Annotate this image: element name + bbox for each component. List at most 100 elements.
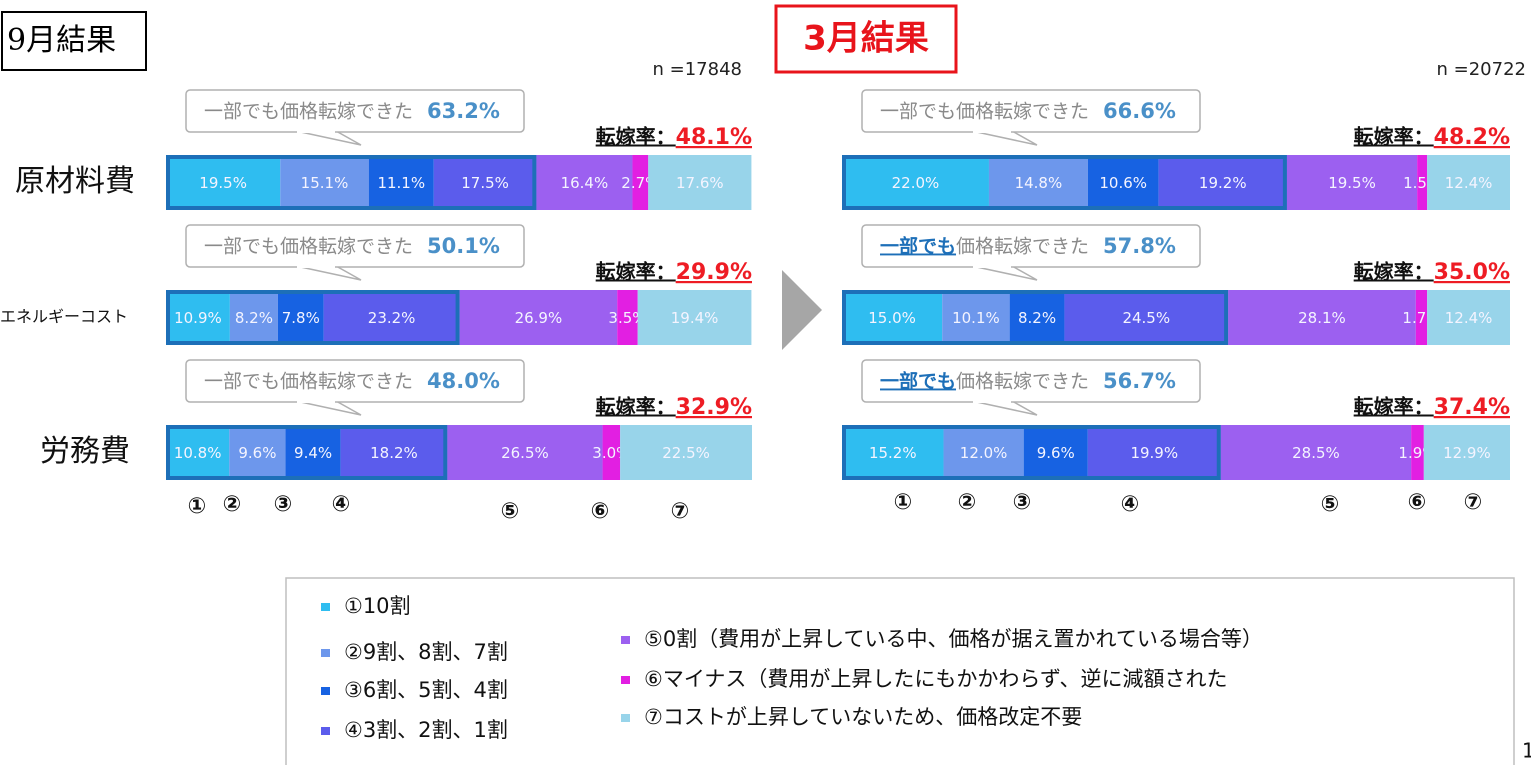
share-label: 48.0% (427, 369, 500, 393)
bar-segment (1411, 425, 1424, 480)
bar-segment (842, 155, 989, 210)
callout-text: 価格転嫁できた (956, 236, 1089, 258)
bar-segment (637, 290, 752, 345)
bar-segment (277, 290, 324, 345)
rate-value: 32.9% (676, 395, 752, 420)
share-label: 56.7% (1103, 369, 1176, 393)
bar-segment (368, 155, 434, 210)
value-label: 23.2% (368, 309, 416, 327)
column-label: ⑦ (671, 499, 690, 524)
callout-text: 一部でも (204, 236, 280, 258)
bar-segment (1427, 290, 1510, 345)
rate-label: 転嫁率： (596, 260, 676, 284)
share-outline (166, 425, 448, 480)
callout-tail (971, 265, 1038, 281)
value-label: 9.6% (238, 444, 276, 462)
share-outline (842, 290, 1229, 345)
column-label: ① (894, 490, 913, 515)
value-label: 22.0% (892, 174, 940, 192)
column-label: ④ (1121, 492, 1140, 517)
value-label: 26.9% (515, 309, 563, 327)
legend-label: ⑥マイナス（費用が上昇したにもかかわらず、逆に減額された (644, 667, 1228, 691)
column-label: ⑥ (1408, 490, 1427, 515)
value-label: 12.4% (1445, 174, 1493, 192)
callout-box (185, 224, 525, 268)
bar-segment (1087, 155, 1159, 210)
value-label: 28.1% (1298, 309, 1346, 327)
value-label: 16.4% (561, 174, 609, 192)
share-outline (166, 290, 460, 345)
value-label: 19.4% (671, 309, 719, 327)
row-label: 原材料費 (15, 164, 135, 199)
column-label: ③ (1013, 490, 1032, 515)
bar-segment (648, 155, 752, 210)
value-label: 24.5% (1122, 309, 1170, 327)
share-label: 66.6% (1103, 99, 1176, 123)
share-outline (842, 425, 1221, 480)
column-label: ⑤ (1321, 492, 1340, 517)
page-number: 1 (1522, 739, 1531, 763)
bar-segment (620, 425, 752, 480)
sample-size: n =17848 (653, 59, 742, 80)
bar-segment (280, 155, 369, 210)
bar-segment (943, 425, 1024, 480)
bar-segment (166, 290, 230, 345)
column-label: ④ (332, 492, 351, 517)
rate-value: 48.2% (1434, 125, 1510, 150)
bar-segment (1087, 425, 1221, 480)
share-label: 50.1% (427, 234, 500, 258)
value-label: 14.8% (1015, 174, 1063, 192)
column-label: ⑦ (1464, 490, 1483, 515)
column-label: ② (958, 490, 977, 515)
value-label: 10.6% (1099, 174, 1147, 192)
callout-tail (295, 130, 362, 146)
rate-label: 転嫁率： (1354, 125, 1434, 149)
callout-text: 一部でも (880, 235, 956, 258)
callout-box (185, 89, 525, 133)
value-label: 12.9% (1443, 444, 1491, 462)
bar-segment (942, 290, 1010, 345)
bar-segment (1064, 290, 1229, 345)
legend-swatch (621, 636, 630, 644)
value-label: 10.8% (174, 444, 222, 462)
value-label: 15.2% (869, 444, 917, 462)
column-label: ① (188, 494, 207, 519)
value-label: 3.5% (608, 309, 646, 327)
value-label: 9.6% (1037, 444, 1075, 462)
bar-segment (229, 425, 286, 480)
column-label: ② (223, 492, 242, 517)
bar-segment (1415, 290, 1428, 345)
bar-segment (166, 155, 281, 210)
rate-value: 48.1% (676, 125, 752, 150)
bar-segment (1009, 290, 1065, 345)
bar-segment (166, 425, 230, 480)
value-label: 15.1% (301, 174, 349, 192)
legend-label: ①10割 (344, 594, 411, 618)
bar-segment (1158, 155, 1287, 210)
legend-label: ③6割、5割、4割 (344, 678, 508, 702)
bar-segment (340, 425, 448, 480)
callout-tail (295, 265, 362, 281)
callout-text: 価格転嫁できた (280, 101, 413, 123)
callout-box (861, 224, 1201, 268)
value-label: 28.5% (1292, 444, 1340, 462)
callout-text: 価格転嫁できた (956, 371, 1089, 393)
value-label: 19.5% (1328, 174, 1376, 192)
bar-segment (1286, 155, 1418, 210)
sample-size: n =20722 (1437, 59, 1526, 80)
bar-segment (1228, 290, 1416, 345)
callout-text: 一部でも (880, 370, 956, 393)
callout-box (185, 359, 525, 403)
bar-segment (1220, 425, 1412, 480)
bar-segment (536, 155, 633, 210)
value-label: 8.2% (235, 309, 273, 327)
title-box (1, 11, 147, 71)
value-label: 12.4% (1445, 309, 1493, 327)
value-label: 10.9% (174, 309, 222, 327)
value-label: 22.5% (662, 444, 710, 462)
legend-label: ⑦コストが上昇していないため、価格改定不要 (644, 705, 1082, 729)
legend-label: ④3割、2割、1割 (344, 718, 508, 742)
callout-text: 価格転嫁できた (956, 101, 1089, 123)
